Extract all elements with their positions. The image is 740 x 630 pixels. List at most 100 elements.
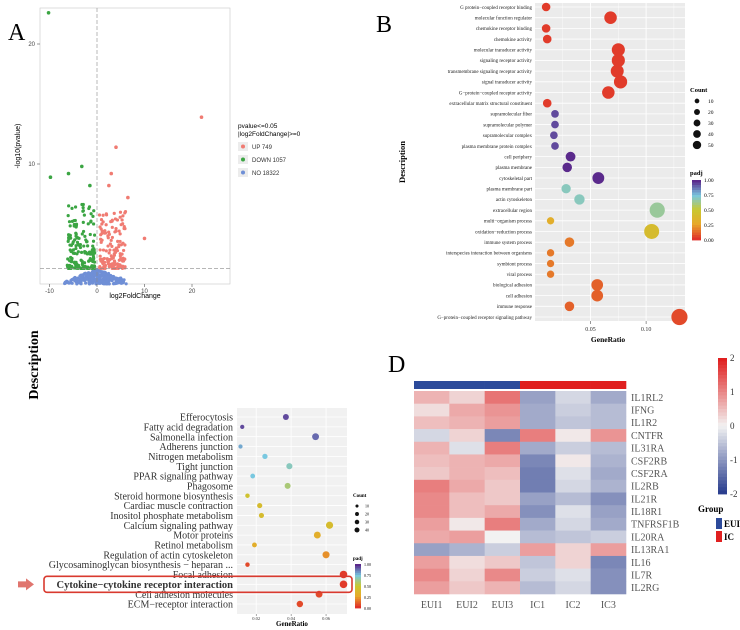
heatmap-row-label: IL13RA1: [631, 545, 669, 556]
heatmap-cell: [590, 403, 627, 417]
heatmap-cell: [414, 479, 450, 493]
go-category-label: viral process: [507, 273, 532, 278]
go-colorbar-segment: [692, 182, 701, 186]
volcano-point-up: [113, 262, 117, 267]
heatmap-colorbar-label: 2: [730, 353, 735, 363]
kegg-dot: [286, 463, 293, 470]
go-category-label: interspecies interaction between organis…: [446, 252, 532, 257]
volcano-point-up: [110, 244, 114, 248]
heatmap-cell: [590, 505, 627, 519]
heatmap-cell: [484, 543, 521, 557]
go-dot: [591, 289, 604, 302]
heatmap-colorbar-segment: [718, 385, 727, 389]
heatmap-colorbar-segment: [718, 466, 727, 471]
volcano-point-up: [107, 251, 111, 255]
heatmap-cell: [414, 492, 450, 506]
kegg-color-legend-label: 0.75: [364, 573, 371, 578]
kegg-dot: [325, 521, 334, 529]
heatmap-colorbar-segment: [718, 395, 727, 400]
go-dot: [611, 53, 625, 68]
go-category-label: transmembrane signaling receptor activit…: [448, 70, 533, 75]
heatmap-cell: [555, 530, 591, 544]
kegg-xtick-label: 0.06: [322, 616, 331, 621]
volcano-point-up: [106, 234, 110, 238]
go-dot: [671, 308, 688, 326]
heatmap-cell: [484, 416, 521, 430]
kegg-category-label: Steroid hormone biosynthesis: [114, 491, 233, 502]
heatmap-cell: [555, 543, 591, 557]
go-dot: [602, 86, 615, 99]
kegg-dot: [282, 414, 289, 420]
heatmap-colorbar-segment: [718, 463, 727, 468]
volcano-xlabel: log2FoldChange: [109, 293, 160, 300]
kegg-plot-area: [237, 408, 347, 614]
go-category-label: plasma membrane part: [486, 188, 532, 193]
heatmap-colorbar-segment: [718, 473, 727, 478]
volcano-point-up: [101, 261, 105, 266]
go-category-label: molecular function regulator: [475, 16, 533, 21]
volcano-point-up: [109, 254, 113, 258]
go-dot: [561, 184, 571, 194]
go-dot: [550, 131, 558, 140]
go-size-legend-dot: [693, 130, 701, 138]
go-category-label: multi−organism process: [484, 220, 532, 225]
go-colorbar-segment: [692, 200, 701, 203]
heatmap-cell: [484, 441, 521, 455]
kegg-color-legend-label: 0.50: [364, 584, 371, 589]
heatmap-cell: [449, 543, 485, 557]
volcano-point-down: [76, 250, 80, 254]
kegg-category-label: Inositol phosphate metabolism: [110, 511, 233, 522]
heatmap-cell: [520, 530, 556, 544]
kegg-dot: [250, 473, 256, 479]
volcano-legend: pvalue<=0.05 |log2FoldChange|>=0 UP 749 D…: [238, 123, 301, 177]
go-category-label: signaling receptor activity: [480, 59, 533, 64]
volcano-ytick-label: 10: [28, 162, 35, 168]
volcano-point-up: [112, 259, 117, 263]
heatmap-column-label: IC2: [566, 600, 581, 611]
volcano-point-up: [98, 248, 102, 252]
volcano-point-up: [117, 243, 121, 247]
volcano-point-up: [110, 219, 114, 223]
kegg-category-label: Salmonella infection: [150, 432, 233, 443]
kegg-dot: [257, 502, 263, 509]
kegg-colorbar-segment: [355, 566, 361, 569]
heatmap-colorbar-segment: [718, 456, 727, 461]
go-colorbar-segment: [692, 215, 701, 218]
kegg-dot: [240, 424, 245, 429]
heatmap-cell: [590, 467, 627, 481]
kegg-color-legend-label: 1.00: [364, 562, 371, 567]
go-colorbar-segment: [692, 225, 701, 228]
kegg-xtick-label: 0.02: [252, 616, 260, 621]
heatmap-cell: [590, 429, 627, 443]
volcano-point-down: [77, 236, 81, 240]
heatmap-cell: [414, 517, 450, 531]
volcano-point-no: [95, 280, 99, 284]
go-dot: [611, 43, 625, 57]
volcano-point-down: [74, 260, 78, 264]
go-category-label: supramolecular complex: [483, 134, 533, 139]
heatmap-cell: [555, 555, 591, 569]
heatmap-cell: [520, 454, 556, 468]
volcano-point-up: [108, 248, 112, 252]
volcano-point-no: [101, 272, 106, 276]
go-plot-area: [535, 3, 685, 321]
volcano-point-down: [74, 246, 78, 251]
kegg-xtick-label: 0.04: [287, 616, 296, 621]
go-category-label: extracellular region: [493, 209, 533, 214]
volcano-point-down: [87, 259, 91, 263]
volcano-point-up: [118, 210, 123, 214]
heatmap-cell: [555, 441, 591, 455]
volcano-legend-dot: [241, 144, 245, 149]
volcano-point-down: [72, 218, 76, 223]
kegg-category-label: PPAR signaling pathway: [133, 472, 233, 483]
heatmap-row-label: CSF2RA: [631, 469, 668, 480]
volcano-point-down: [70, 256, 74, 261]
heatmap-cell: [555, 454, 591, 468]
volcano-point-up: [118, 239, 122, 244]
go-size-legend-dot: [692, 140, 702, 150]
heatmap-cell: [520, 391, 556, 404]
volcano-point-up: [114, 145, 118, 149]
heatmap-cell: [555, 492, 591, 506]
volcano-point-no: [122, 278, 126, 282]
